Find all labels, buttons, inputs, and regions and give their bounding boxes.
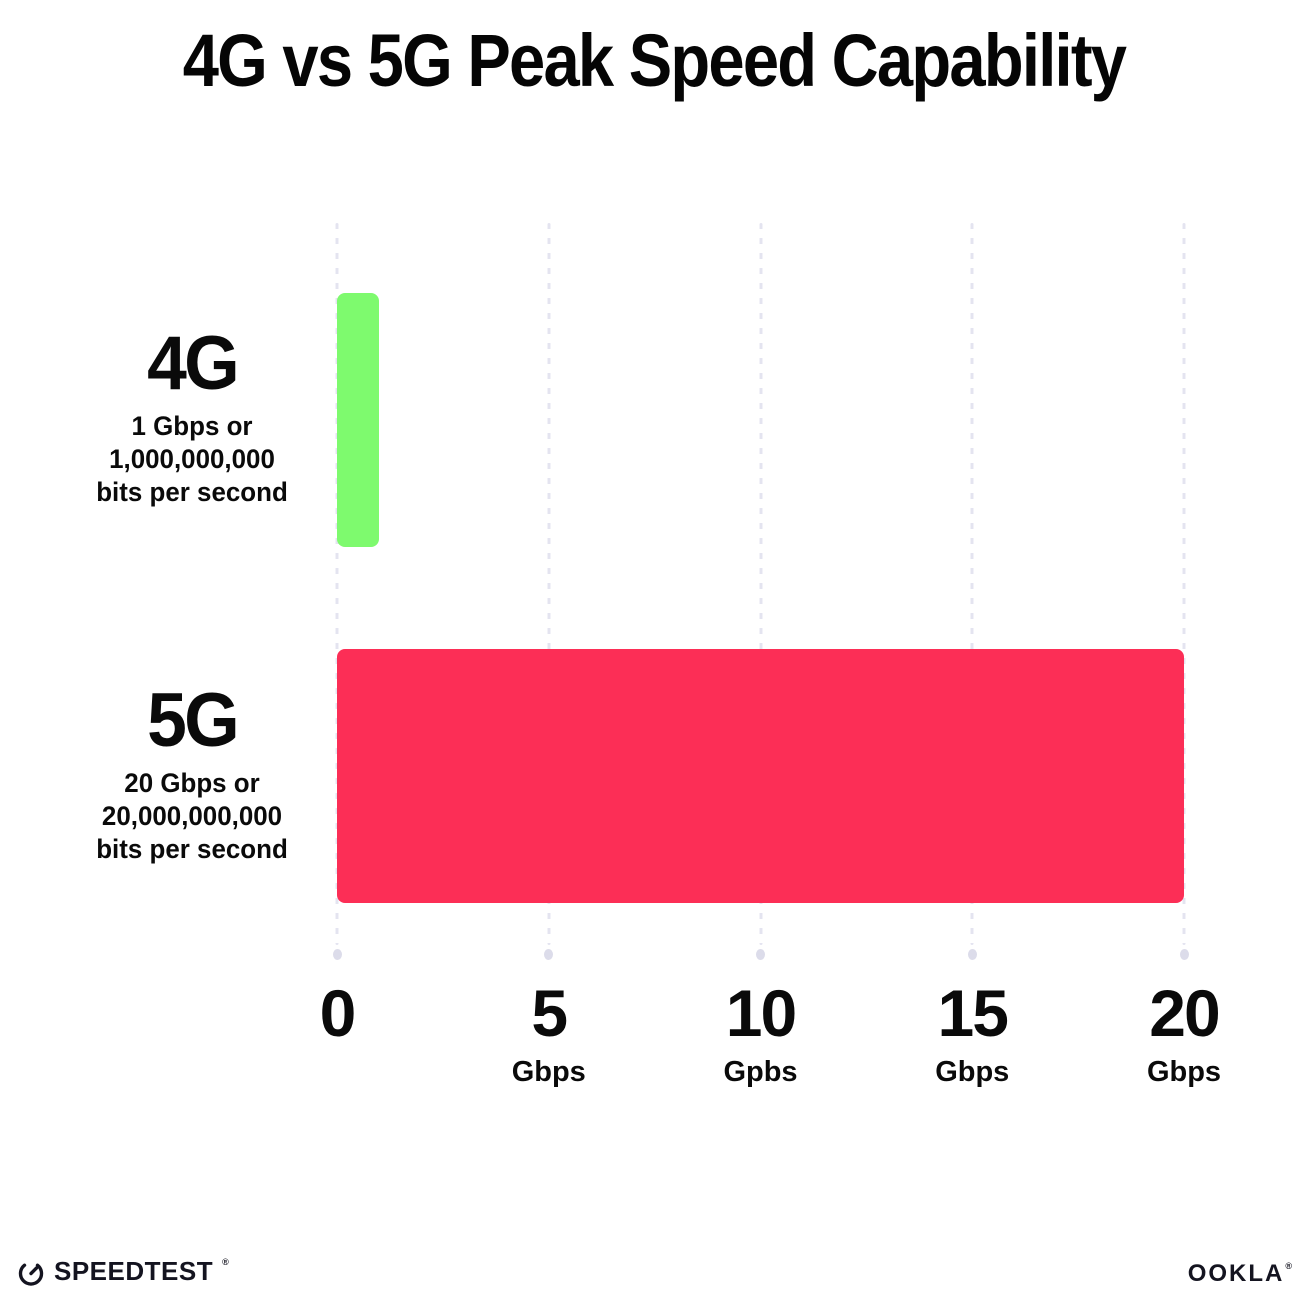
bar-4g (337, 293, 380, 547)
gridline-5 (544, 223, 554, 960)
category-name-5g: 5G (147, 678, 239, 763)
sublabel-line: bits per second (96, 477, 288, 507)
chart-title: 4G vs 5G Peak Speed Capability (182, 19, 1127, 102)
gridline-end-dot (544, 949, 554, 960)
x-tick-15: 15 Gbps (935, 980, 1009, 1089)
tick-unit: Gpbs (723, 1056, 798, 1088)
speedtest-wordmark: SPEEDTEST (54, 1256, 214, 1286)
category-label-4g: 4G 1 Gbps or 1,000,000,000 bits per seco… (52, 326, 332, 509)
tick-number: 5 (531, 976, 568, 1050)
tick-number: 0 (319, 976, 357, 1050)
gridline-end-dot (967, 949, 977, 960)
x-tick-20: 20 Gbps (1147, 980, 1221, 1089)
x-tick-0: 0 (319, 976, 357, 1056)
bar-5g (337, 649, 1184, 903)
tick-unit: Gbps (935, 1056, 1010, 1088)
category-sublabel-5g: 20 Gbps or 20,000,000,000 bits per secon… (58, 767, 327, 866)
trademark-mark: ® (1285, 1261, 1292, 1271)
category-label-5g: 5G 20 Gbps or 20,000,000,000 bits per se… (52, 683, 332, 866)
sublabel-line: bits per second (96, 834, 288, 864)
trademark-mark: ® (222, 1257, 229, 1267)
sublabel-line: 1,000,000,000 (109, 444, 275, 474)
speedtest-logo: SPEEDTEST ® (16, 1256, 229, 1287)
tick-number: 10 (725, 976, 797, 1050)
gridline-20 (1179, 223, 1189, 960)
x-tick-10: 10 Gpbs (723, 980, 797, 1089)
category-name-4g: 4G (147, 321, 239, 406)
category-sublabel-4g: 1 Gbps or 1,000,000,000 bits per second (58, 410, 327, 509)
x-tick-5: 5 Gbps (512, 980, 586, 1089)
tick-unit: Gbps (511, 1056, 586, 1088)
gridline-0 (332, 223, 342, 960)
speedtest-gauge-icon (16, 1257, 46, 1287)
x-axis: 0 5 Gbps 10 Gpbs 15 Gbps 20 Gbps (320, 980, 1221, 1110)
sublabel-line: 20 Gbps or (124, 768, 260, 798)
gridline-end-dot (1179, 949, 1189, 960)
gridline-10 (756, 223, 765, 960)
ookla-logo: OOKLA ® (1188, 1260, 1292, 1288)
sublabel-line: 20,000,000,000 (101, 801, 283, 831)
tick-number: 15 (937, 976, 1009, 1050)
ookla-wordmark: OOKLA (1187, 1260, 1285, 1287)
gridline-end-dot (756, 949, 765, 960)
gridline-15 (967, 223, 977, 960)
bar-chart-plot-area (332, 223, 1189, 960)
gridline-end-dot (332, 949, 342, 960)
sublabel-line: 1 Gbps or (131, 411, 253, 441)
tick-number: 20 (1149, 976, 1220, 1050)
tick-unit: Gbps (1146, 1056, 1222, 1088)
